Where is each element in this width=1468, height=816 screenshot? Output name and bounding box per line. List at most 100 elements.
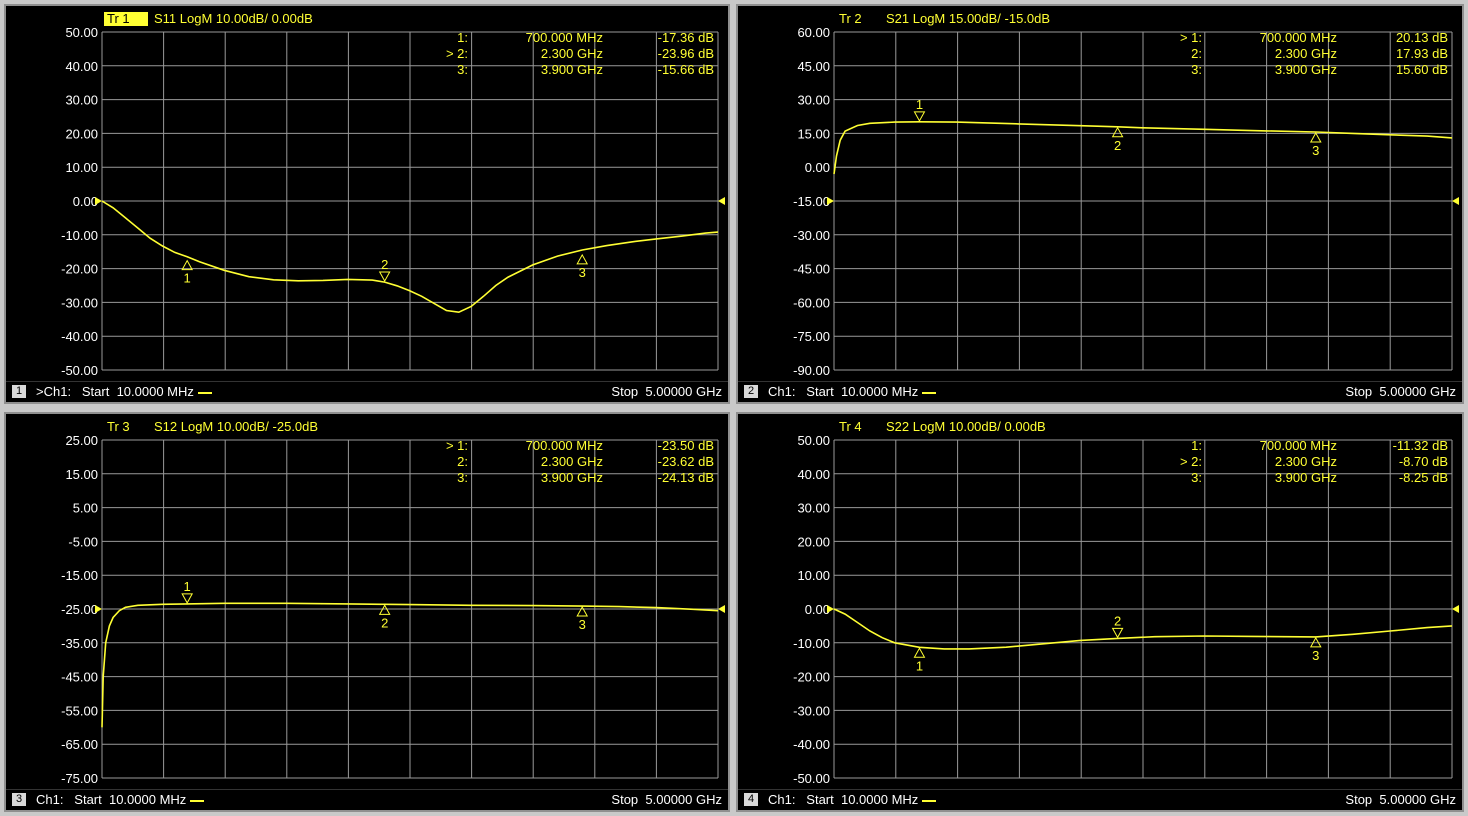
channel-number-4[interactable]: 4 [744, 793, 758, 806]
y-tick-label-2: -30.00 [793, 228, 830, 243]
y-tick-label-1: 50.00 [65, 25, 98, 40]
marker-readout-value-3: 15.60 dB [1396, 62, 1448, 77]
trace-indicator-3 [190, 800, 204, 802]
stop-frequency-3: Stop 5.00000 GHz [611, 792, 722, 807]
y-tick-label-3: 5.00 [73, 501, 98, 516]
trace-panel-3[interactable]: Tr 3 S12 LogM 10.00dB/ -25.0dB 25.00 15.00 5… [4, 412, 730, 812]
marker-number: 1 [184, 271, 191, 286]
ref-arrow-left-2 [827, 197, 834, 205]
marker-readout-value-2: -8.70 dB [1399, 454, 1448, 469]
trace-title-1: S11 LogM 10.00dB/ 0.00dB [154, 11, 313, 26]
ref-arrow-right-3 [718, 605, 725, 613]
y-tick-label-2: -75.00 [793, 329, 830, 344]
y-tick-label-4: -50.00 [793, 771, 830, 786]
channel-number-2[interactable]: 2 [744, 385, 758, 398]
channel-number-3[interactable]: 3 [12, 793, 26, 806]
y-tick-label-3: -75.00 [61, 771, 98, 786]
y-tick-label-4: 10.00 [797, 568, 830, 583]
marker-readout-label-2: > 2: [1180, 454, 1202, 469]
y-tick-label-3: -35.00 [61, 636, 98, 651]
marker-triangle [913, 647, 926, 658]
marker-triangle [378, 604, 391, 615]
marker-1-trace-4: 1 [913, 647, 926, 673]
y-tick-label-4: -10.00 [793, 636, 830, 651]
marker-2-trace-4: 2 [1111, 613, 1124, 639]
stop-frequency-2: Stop 5.00000 GHz [1345, 384, 1456, 399]
marker-triangle [181, 259, 194, 271]
marker-readout-frequency-3: 3.900 GHz [541, 62, 603, 77]
y-tick-label-1: 10.00 [65, 160, 98, 175]
marker-readout-frequency-1: 700.000 MHz [1260, 30, 1337, 45]
trace-indicator-2 [922, 392, 936, 394]
y-tick-label-3: -65.00 [61, 737, 98, 752]
y-tick-label-2: 60.00 [797, 25, 830, 40]
y-tick-label-2: -90.00 [793, 363, 830, 378]
channel-footer-1: 1 >Ch1: Start 10.0000 MHz Stop 5.00000 G… [6, 381, 728, 402]
marker-3-trace-1: 3 [576, 253, 589, 280]
marker-readout-frequency-3: 3.900 GHz [541, 470, 603, 485]
y-tick-label-3: -15.00 [61, 568, 98, 583]
marker-readout-label-1: 1: [1191, 438, 1202, 453]
stop-frequency-1: Stop 5.00000 GHz [611, 384, 722, 399]
marker-triangle [1309, 636, 1322, 648]
trace-title-4: S22 LogM 10.00dB/ 0.00dB [886, 419, 1046, 434]
marker-readout-value-3: -15.66 dB [658, 62, 714, 77]
marker-number: 1 [916, 97, 923, 112]
marker-readout-label-2: 2: [457, 454, 468, 469]
marker-2-trace-3: 2 [378, 604, 391, 630]
marker-readout-label-2: 2: [1191, 46, 1202, 61]
y-tick-label-3: -5.00 [68, 534, 98, 549]
marker-readout-label-1: > 1: [446, 438, 468, 453]
marker-readout-value-1: -23.50 dB [658, 438, 714, 453]
marker-3-trace-3: 3 [576, 606, 589, 632]
trace-indicator-4 [922, 800, 936, 802]
channel-number-1[interactable]: 1 [12, 385, 26, 398]
marker-readout-label-3: 3: [1191, 62, 1202, 77]
marker-readout-value-2: 17.93 dB [1396, 46, 1448, 61]
marker-readout-value-2: -23.62 dB [658, 454, 714, 469]
ref-arrow-right-4 [1452, 605, 1459, 613]
marker-triangle [576, 606, 589, 617]
start-frequency-2: Ch1: Start 10.0000 MHz [768, 384, 919, 399]
y-tick-label-3: 25.00 [65, 433, 98, 448]
channel-footer-3: 3 Ch1: Start 10.0000 MHz Stop 5.00000 GH… [6, 789, 728, 810]
marker-readout-frequency-1: 700.000 MHz [526, 30, 603, 45]
marker-readout-frequency-2: 2.300 GHz [1275, 454, 1337, 469]
trace-title-3: S12 LogM 10.00dB/ -25.0dB [154, 419, 318, 434]
marker-readout-label-1: 1: [457, 30, 468, 45]
ref-arrow-left-1 [95, 197, 102, 205]
trace-panel-1[interactable]: Tr 1 S11 LogM 10.00dB/ 0.00dB 50.00 40.00 30… [4, 4, 730, 404]
marker-2-trace-1: 2 [378, 257, 391, 283]
trace-panel-2[interactable]: Tr 2 S21 LogM 15.00dB/ -15.0dB 60.00 45.00 3… [736, 4, 1464, 404]
ref-arrow-left-4 [827, 605, 834, 613]
marker-readout-frequency-3: 3.900 GHz [1275, 470, 1337, 485]
marker-readout-label-1: > 1: [1180, 30, 1202, 45]
y-tick-label-4: 50.00 [797, 433, 830, 448]
y-tick-label-2: -45.00 [793, 262, 830, 277]
trace-line-4 [833, 608, 1453, 650]
y-tick-label-3: -25.00 [61, 602, 98, 617]
y-tick-label-4: -20.00 [793, 670, 830, 685]
trace-tag-4: Tr 4 [839, 419, 862, 434]
y-tick-label-2: 15.00 [797, 126, 830, 141]
trace-tag-1: Tr 1 [107, 11, 130, 26]
marker-triangle [1111, 627, 1124, 639]
channel-footer-2: 2 Ch1: Start 10.0000 MHz Stop 5.00000 GH… [738, 381, 1462, 402]
y-tick-label-1: 0.00 [73, 194, 98, 209]
y-tick-label-4: 40.00 [797, 467, 830, 482]
marker-triangle [181, 593, 194, 604]
start-frequency-1: >Ch1: Start 10.0000 MHz [36, 384, 194, 399]
ref-arrow-left-3 [95, 605, 102, 613]
y-tick-label-1: -10.00 [61, 228, 98, 243]
trace-tag-highlight-1 [104, 12, 148, 26]
marker-readout-frequency-1: 700.000 MHz [1260, 438, 1337, 453]
marker-readout-label-2: > 2: [446, 46, 468, 61]
trace-chart-3: Tr 3 S12 LogM 10.00dB/ -25.0dB 25.00 15.00 5… [61, 419, 725, 786]
marker-triangle [378, 271, 391, 283]
marker-triangle [1309, 132, 1322, 143]
y-tick-label-4: -40.00 [793, 737, 830, 752]
marker-readout-frequency-3: 3.900 GHz [1275, 62, 1337, 77]
trace-panel-4[interactable]: Tr 4 S22 LogM 10.00dB/ 0.00dB 50.00 40.00 30… [736, 412, 1464, 812]
y-tick-label-4: 0.00 [805, 602, 830, 617]
marker-readout-value-3: -8.25 dB [1399, 470, 1448, 485]
